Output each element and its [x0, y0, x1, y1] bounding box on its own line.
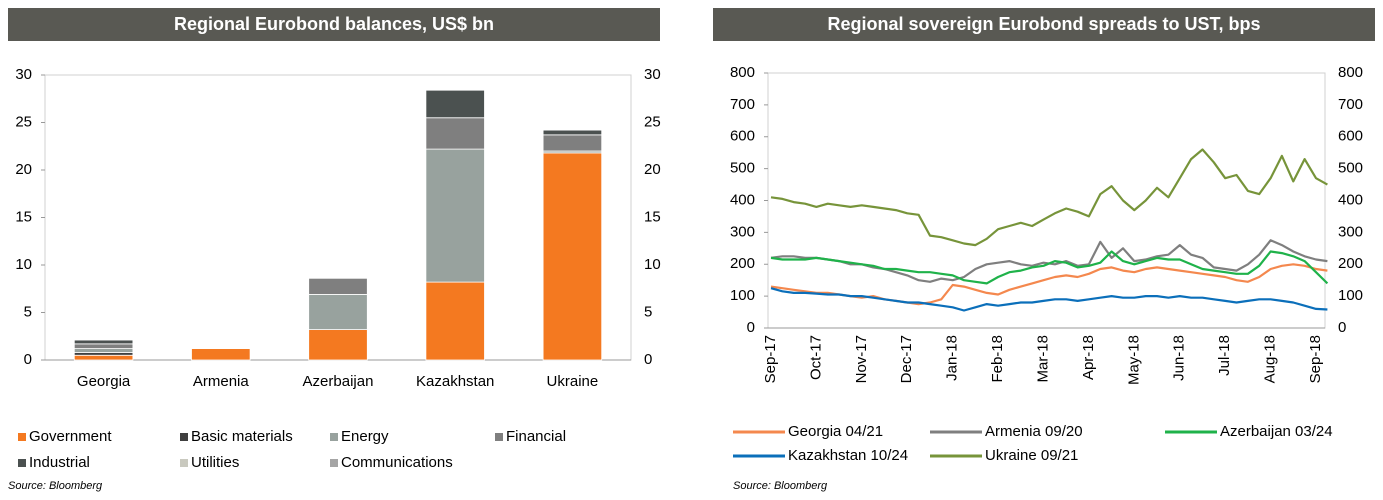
legend-label: Ukraine 09/21	[985, 447, 1078, 464]
y-tick-label: 0	[747, 319, 755, 336]
y2-tick-label: 15	[644, 208, 661, 225]
x-tick-label: Georgia	[77, 373, 131, 390]
legend-label: Armenia 09/20	[985, 423, 1083, 440]
bar-segment	[425, 117, 485, 150]
legend-label: Azerbaijan 03/24	[1220, 423, 1333, 440]
legend-label: Industrial	[29, 454, 90, 471]
legend-label: Energy	[341, 428, 389, 445]
y-tick-label: 10	[15, 256, 32, 273]
y2-tick-label: 30	[644, 66, 661, 83]
line	[770, 287, 1328, 312]
legend-label: Utilities	[191, 454, 239, 471]
line	[770, 239, 1328, 283]
source: Source: Bloomberg	[733, 480, 828, 492]
y-tick-label: 200	[730, 255, 755, 272]
x-tick-label: Feb-18	[989, 335, 1006, 383]
y-tick-label: 600	[730, 128, 755, 145]
x-tick-label: Jul-18	[1216, 335, 1233, 376]
y2-tick-label: 0	[1338, 319, 1346, 336]
plot-frame	[767, 72, 1326, 329]
y2-tick-label: 400	[1338, 191, 1363, 208]
bar-segment	[73, 343, 134, 350]
y2-tick-label: 200	[1338, 255, 1363, 272]
bar-segment	[425, 281, 485, 361]
bar-segment	[73, 348, 134, 353]
y2-tick-label: 5	[644, 303, 652, 320]
y2-tick-label: 0	[644, 351, 652, 368]
bar-segment	[191, 348, 251, 361]
line	[770, 148, 1328, 247]
legend-label: Communications	[341, 454, 453, 471]
y-tick-label: 700	[730, 96, 755, 113]
y-tick-label: 0	[24, 351, 32, 368]
y2-tick-label: 600	[1338, 128, 1363, 145]
bar-segment	[425, 89, 485, 119]
x-tick-label: Ukraine	[547, 373, 599, 390]
chart-title: Regional sovereign Eurobond spreads to U…	[827, 14, 1260, 34]
legend-swatch	[495, 433, 503, 441]
bar-segment	[308, 277, 368, 295]
x-tick-label: Nov-17	[853, 335, 870, 383]
x-tick-label: Dec-17	[898, 335, 915, 383]
legend-label: Financial	[506, 428, 566, 445]
bar-segment	[425, 148, 485, 283]
y2-tick-label: 800	[1338, 64, 1363, 81]
bar-segment	[308, 329, 368, 361]
y2-tick-label: 100	[1338, 287, 1363, 304]
bar-segment	[73, 354, 134, 361]
legend-swatch	[18, 459, 26, 467]
bar-segment	[308, 294, 368, 331]
y2-tick-label: 300	[1338, 223, 1363, 240]
line	[770, 250, 1329, 285]
legend-swatch	[180, 459, 188, 467]
legend-swatch	[18, 433, 26, 441]
legend-swatch	[330, 433, 338, 441]
y-tick-label: 30	[15, 66, 32, 83]
chart-title: Regional Eurobond balances, US$ bn	[174, 14, 494, 34]
x-tick-label: Mar-18	[1034, 335, 1051, 383]
x-tick-label: Jan-18	[944, 335, 961, 381]
x-tick-label: Kazakhstan	[416, 373, 494, 390]
y-tick-label: 800	[730, 64, 755, 81]
x-tick-label: Oct-17	[807, 335, 824, 380]
legend-swatch	[330, 459, 338, 467]
y-tick-label: 5	[24, 303, 32, 320]
bar-segment	[542, 129, 603, 136]
x-tick-label: May-18	[1125, 335, 1142, 385]
y-tick-label: 25	[15, 113, 32, 130]
x-tick-label: Sep-17	[762, 335, 779, 383]
x-tick-label: Armenia	[193, 373, 250, 390]
y2-tick-label: 20	[644, 161, 661, 178]
legend-label: Georgia 04/21	[788, 423, 883, 440]
bar-segment	[73, 339, 134, 345]
x-tick-label: Azerbaijan	[303, 373, 374, 390]
bar-segment	[542, 134, 603, 152]
y2-tick-label: 25	[644, 113, 661, 130]
x-tick-label: Jun-18	[1171, 335, 1188, 381]
line	[770, 263, 1328, 306]
legend-label: Basic materials	[191, 428, 293, 445]
legend-swatch	[180, 433, 188, 441]
y-tick-label: 300	[730, 223, 755, 240]
y-tick-label: 15	[15, 208, 32, 225]
y-tick-label: 400	[730, 191, 755, 208]
x-tick-label: Apr-18	[1080, 335, 1097, 380]
x-tick-label: Aug-18	[1262, 335, 1279, 383]
y-tick-label: 20	[15, 161, 32, 178]
source: Source: Bloomberg	[8, 480, 103, 492]
header-bar	[713, 8, 1375, 41]
header-bar	[8, 8, 660, 41]
y2-tick-label: 500	[1338, 160, 1363, 177]
legend-label: Kazakhstan 10/24	[788, 447, 908, 464]
y2-tick-label: 10	[644, 256, 661, 273]
bar-segment	[542, 152, 603, 361]
y-tick-label: 100	[730, 287, 755, 304]
y-tick-label: 500	[730, 160, 755, 177]
legend-label: Government	[29, 428, 112, 445]
bar-segment	[73, 351, 134, 356]
x-tick-label: Sep-18	[1307, 335, 1324, 383]
y2-tick-label: 700	[1338, 96, 1363, 113]
